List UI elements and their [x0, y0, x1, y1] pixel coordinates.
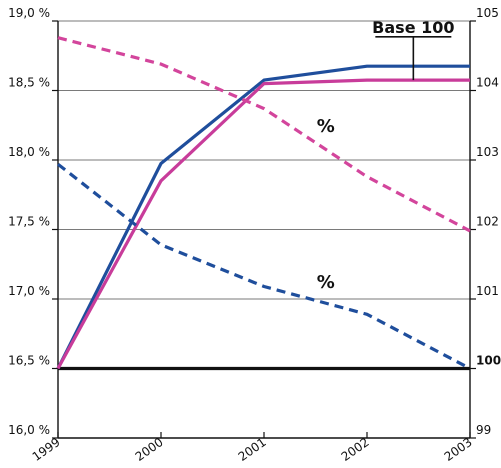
series-layer [56, 36, 471, 371]
label-layer: 19,0 % 18,5 % 18,0 % 17,5 % 17,0 % 16,5 % 16,0… [8, 6, 501, 464]
y-right-tick-label-0: 105 [476, 6, 499, 20]
y-left-tick-label-1: 18,5 % [8, 76, 50, 90]
y-right-tick-label-1: 104 [476, 76, 499, 90]
y-left-tick-label-2: 18,0 % [8, 145, 50, 159]
annotation-pct-1: % [317, 116, 335, 137]
series-line-1 [56, 78, 470, 370]
series-line-2 [57, 36, 471, 233]
x-tick-label-3: 2002 [339, 435, 372, 464]
x-tick-label-0: 1999 [30, 435, 63, 464]
y-left-tick-label-6: 16,0 % [8, 423, 50, 437]
y-right-tick-label-6: 99 [476, 423, 491, 437]
grid-layer [58, 20, 470, 369]
series-line-0 [56, 64, 470, 370]
annotation-base: Base 100 [372, 18, 454, 37]
y-left-tick-label-0: 19,0 % [8, 6, 50, 20]
annot-layer: Base 100%% [317, 18, 455, 293]
y-right-tick-label-2: 103 [476, 145, 499, 159]
y-right-tick-label-5: 100 [476, 354, 501, 368]
y-left-tick-label-4: 17,0 % [8, 284, 50, 298]
x-tick-label-4: 2003 [442, 435, 475, 464]
series-line-3 [57, 162, 471, 370]
y-right-tick-label-3: 102 [476, 215, 499, 229]
annotation-pct-2: % [317, 272, 335, 293]
y-left-tick-label-5: 16,5 % [8, 354, 50, 368]
x-tick-label-1: 2000 [133, 435, 166, 464]
y-right-tick-label-4: 101 [476, 284, 499, 298]
x-tick-label-2: 2001 [236, 435, 269, 464]
y-left-tick-label-3: 17,5 % [8, 215, 50, 229]
